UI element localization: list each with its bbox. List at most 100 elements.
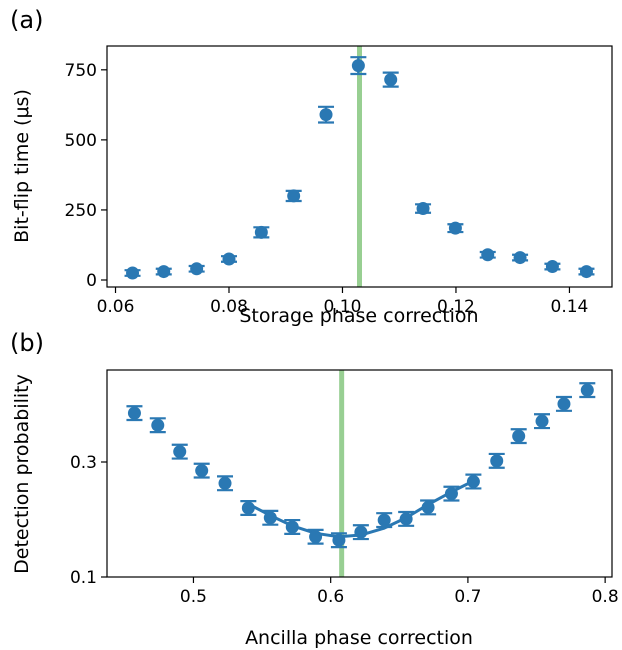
data-point-b-9 [330, 532, 347, 549]
marker-a-4 [254, 225, 268, 239]
marker-b-7 [285, 520, 299, 534]
data-point-b-12 [398, 510, 415, 527]
x-tick-label-b-0: 0.5 [180, 587, 207, 607]
marker-b-8 [309, 530, 323, 544]
plot-area-b [126, 370, 596, 577]
marker-b-2 [173, 445, 187, 459]
marker-b-19 [557, 397, 571, 411]
data-point-b-7 [284, 518, 301, 535]
y-tick-label-a-2: 500 [65, 131, 97, 151]
data-point-b-3 [193, 462, 210, 479]
data-point-a-9 [415, 202, 432, 216]
marker-b-6 [263, 511, 277, 525]
data-point-a-4 [253, 225, 270, 239]
data-point-b-4 [217, 475, 234, 492]
marker-b-12 [399, 512, 413, 526]
marker-a-10 [448, 221, 462, 235]
marker-b-15 [466, 475, 480, 489]
marker-b-10 [354, 525, 368, 539]
data-point-a-14 [578, 265, 595, 279]
data-point-b-1 [149, 417, 166, 434]
axes-frame-b [106, 369, 613, 578]
data-point-b-2 [171, 443, 188, 460]
x-tick-label-a-0: 0.06 [97, 297, 135, 317]
data-point-a-6 [318, 105, 335, 124]
data-point-a-0 [124, 266, 141, 280]
data-point-b-11 [376, 512, 393, 529]
x-tick-label-a-2: 0.10 [324, 297, 362, 317]
data-point-b-19 [555, 395, 572, 412]
data-point-b-10 [352, 524, 369, 541]
x-tick-label-b-2: 0.7 [454, 587, 481, 607]
marker-b-0 [127, 406, 141, 420]
y-tick-label-a-0: 0 [86, 271, 97, 291]
y-ticks-b: 0.1 0.3 [70, 453, 107, 588]
marker-a-0 [126, 266, 140, 280]
y-tick-label-b-1: 0.3 [70, 453, 97, 473]
data-point-a-12 [512, 251, 529, 265]
x-tick-label-b-3: 0.8 [592, 587, 619, 607]
data-point-b-6 [262, 509, 279, 526]
marker-a-13 [545, 260, 559, 274]
data-point-b-20 [579, 382, 596, 399]
marker-b-3 [195, 464, 209, 478]
data-point-b-15 [465, 473, 482, 490]
marker-b-11 [377, 513, 391, 527]
x-axis-label-b: Ancilla phase correction [245, 627, 473, 649]
panel-label-b: (b) [10, 329, 44, 357]
marker-a-14 [579, 265, 593, 279]
data-point-a-13 [544, 260, 561, 274]
panel-label-a: (a) [10, 6, 43, 34]
panel-b: (b) 0.5 0.6 0.7 0.8 0.1 0.3 Ancilla phase co… [10, 329, 619, 649]
marker-a-2 [190, 262, 204, 276]
data-point-a-3 [220, 252, 237, 266]
marker-b-9 [332, 533, 346, 547]
data-point-b-18 [534, 413, 551, 430]
data-point-a-2 [188, 262, 205, 276]
marker-b-1 [151, 418, 165, 432]
marker-b-20 [580, 383, 594, 397]
marker-a-7 [351, 59, 365, 73]
marker-a-12 [513, 251, 527, 265]
marker-a-5 [287, 189, 301, 203]
data-point-a-8 [382, 71, 399, 88]
data-point-b-16 [488, 452, 505, 469]
y-tick-label-a-3: 750 [65, 61, 97, 81]
marker-b-14 [444, 487, 458, 501]
marker-a-9 [416, 202, 430, 216]
data-point-b-14 [443, 485, 460, 502]
x-axis-label-a: Storage phase correction [239, 305, 478, 327]
y-ticks-a: 0 250 500 750 [65, 61, 107, 291]
data-point-b-13 [420, 499, 437, 516]
data-point-b-0 [126, 405, 143, 422]
marker-b-4 [218, 476, 232, 490]
marker-a-11 [481, 248, 495, 262]
data-point-b-17 [510, 428, 527, 445]
data-point-b-8 [307, 528, 324, 545]
marker-b-17 [512, 429, 526, 443]
marker-b-13 [421, 500, 435, 514]
y-axis-label-b: Detection probability [11, 374, 33, 574]
marker-b-5 [241, 501, 255, 515]
x-ticks-b: 0.5 0.6 0.7 0.8 [180, 577, 619, 607]
x-tick-label-a-1: 0.08 [210, 297, 248, 317]
marker-b-18 [535, 414, 549, 428]
marker-a-8 [384, 73, 398, 87]
marker-b-16 [490, 454, 504, 468]
panel-a: (a) 0.06 0.08 0.10 0.12 0.14 0 250 500 750 Stor… [10, 6, 613, 327]
data-point-a-10 [447, 221, 464, 235]
marker-a-1 [157, 265, 171, 279]
axes-frame-a [106, 45, 613, 288]
x-ticks-a: 0.06 0.08 0.10 0.12 0.14 [97, 287, 589, 317]
marker-a-6 [319, 108, 333, 122]
x-tick-label-a-4: 0.14 [551, 297, 589, 317]
x-tick-label-a-3: 0.12 [437, 297, 475, 317]
data-point-a-11 [479, 248, 496, 262]
data-point-a-1 [155, 265, 172, 279]
data-point-a-5 [285, 189, 302, 203]
x-tick-label-b-1: 0.6 [317, 587, 344, 607]
y-tick-label-a-1: 250 [65, 201, 97, 221]
marker-a-3 [222, 252, 236, 266]
data-point-a-7 [350, 56, 367, 76]
